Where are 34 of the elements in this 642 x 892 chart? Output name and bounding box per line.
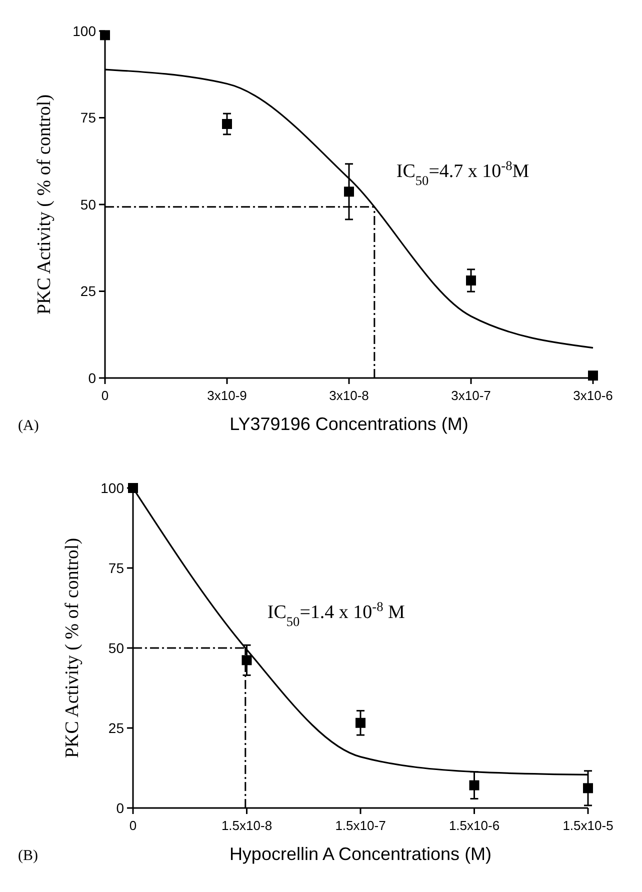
- text: (A): [18, 418, 39, 434]
- y-tick-label: 50: [108, 640, 124, 656]
- y-tick-label: 25: [108, 720, 124, 736]
- point: [356, 718, 366, 728]
- x-tick-label: 1.5x10-6: [448, 818, 500, 833]
- x-tick-label: 0: [129, 818, 137, 833]
- point: [222, 118, 232, 129]
- x-axis-title: LY379196 Concentrations (M): [230, 414, 468, 434]
- x-tick-label: 3x10-8: [329, 388, 369, 403]
- point: [344, 186, 354, 197]
- x-tick-label: 1.5x10-8: [221, 818, 272, 833]
- y-tick-label: 100: [72, 22, 96, 39]
- y-axis-title: PKC Activity ( % of control): [34, 94, 55, 315]
- y-tick-label: 75: [80, 110, 96, 126]
- point: [242, 655, 252, 666]
- point: [583, 783, 593, 794]
- x-tick-label: 3x10-9: [207, 388, 247, 403]
- annotation: IC$_{50}$=1.4 x 10$^{-8}$ M: [267, 598, 405, 628]
- text: (B): [18, 848, 38, 864]
- point: [466, 275, 476, 286]
- y-axis-title: PKC Activity ( % of control): [62, 538, 83, 758]
- point: [469, 780, 480, 790]
- annotation: IC$_{50}$=4.7 x 10$^{-8}$M: [396, 157, 530, 188]
- y-tick-label: 75: [108, 560, 124, 576]
- x-tick-label: 1.5x10-5: [562, 818, 614, 833]
- y-tick-label: 0: [116, 800, 124, 816]
- y-tick-label: 50: [80, 196, 96, 212]
- y-tick-label: 25: [80, 283, 96, 300]
- y-tick-label: 0: [88, 370, 96, 386]
- x-axis-title: Hypocrellin A Concentrations (M): [229, 844, 492, 864]
- x-tick-label: 3x10-7: [451, 388, 491, 403]
- x-tick-label: 1.5x10-7: [335, 818, 386, 833]
- x-tick-label: 3x10-6: [573, 388, 613, 403]
- y-tick-label: 100: [100, 480, 124, 496]
